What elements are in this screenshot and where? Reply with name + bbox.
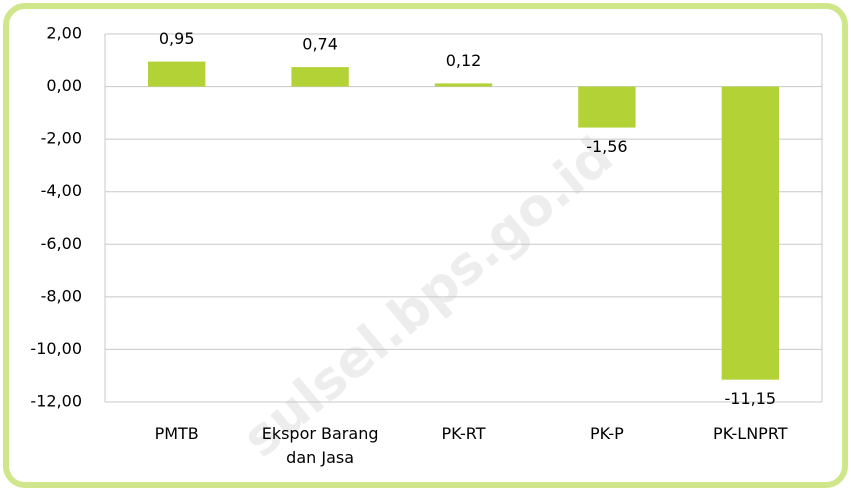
x-tick-label: PK-RT: [441, 424, 486, 443]
x-tick-label: PK-LNPRT: [713, 424, 788, 443]
y-tick-label: -8,00: [41, 286, 82, 305]
watermark: sulsel.bps.go.id: [232, 126, 625, 469]
value-label: 0,12: [446, 51, 482, 70]
y-tick-label: 2,00: [46, 24, 82, 43]
y-tick-label: -12,00: [30, 392, 82, 411]
y-tick-label: -10,00: [30, 339, 82, 358]
value-label: 0,74: [302, 35, 338, 54]
y-tick-label: 0,00: [46, 76, 82, 95]
x-tick-label: PMTB: [154, 424, 199, 443]
bar: [291, 67, 349, 87]
x-tick-label: PK-P: [589, 424, 624, 443]
y-tick-label: -4,00: [41, 181, 82, 200]
value-label: -11,15: [725, 389, 777, 408]
value-label: 0,95: [159, 29, 195, 48]
y-tick-label: -2,00: [41, 129, 82, 148]
bar: [578, 86, 636, 128]
x-tick-label: Ekspor Barang dan Jasa: [261, 424, 379, 467]
bar: [721, 86, 779, 380]
bar: [148, 61, 206, 87]
value-label: -1,56: [586, 137, 627, 156]
bar: [434, 83, 493, 87]
chart-frame: [3, 3, 848, 488]
y-tick-label: -6,00: [41, 234, 82, 253]
